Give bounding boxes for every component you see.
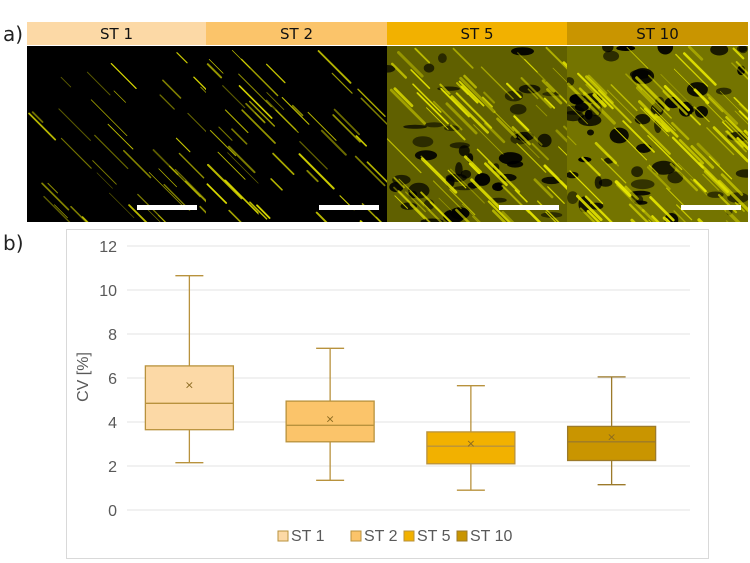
box-st1 xyxy=(144,365,235,431)
scale-bar xyxy=(137,205,197,210)
mean-marker-st10: × xyxy=(607,430,616,443)
y-axis-label: CV [%] xyxy=(75,352,92,402)
y-tick-label: 10 xyxy=(99,283,117,300)
legend-label-st2: ST 2 xyxy=(364,528,398,545)
legend-swatch-st2 xyxy=(350,530,362,542)
box-st2 xyxy=(285,400,375,443)
scale-bar xyxy=(319,205,379,210)
tab-st5: ST 5 xyxy=(387,22,567,45)
y-tick-label: 8 xyxy=(108,327,117,344)
panel-b-label: b) xyxy=(3,231,24,255)
scale-bar xyxy=(681,205,741,210)
micrograph-st10-texture xyxy=(567,46,748,222)
y-tick-label: 12 xyxy=(99,239,117,256)
micrograph-st1-texture xyxy=(28,52,206,222)
box-st5 xyxy=(426,431,516,465)
y-tick-label: 0 xyxy=(108,503,117,520)
micrograph-st2-texture xyxy=(206,50,387,222)
boxplot-frame xyxy=(66,229,709,559)
micrograph-st2 xyxy=(206,46,387,222)
legend-swatch-st5 xyxy=(403,530,415,542)
tab-st10-label: ST 10 xyxy=(636,24,679,43)
micrograph-st5 xyxy=(387,46,567,222)
legend-swatch-st10 xyxy=(456,530,468,542)
legend-label-st1: ST 1 xyxy=(291,528,325,545)
tab-st2: ST 2 xyxy=(206,22,387,45)
y-tick-label: 4 xyxy=(108,415,117,432)
legend-label-st5: ST 5 xyxy=(417,528,451,545)
mean-marker-st1: × xyxy=(185,379,194,392)
y-tick-label: 2 xyxy=(108,459,117,476)
tab-st1-label: ST 1 xyxy=(100,24,133,43)
micrograph-st1 xyxy=(27,46,206,222)
legend-label-st10: ST 10 xyxy=(470,528,513,545)
panel-a-label: a) xyxy=(3,22,24,46)
tab-st5-label: ST 5 xyxy=(460,24,494,43)
mean-marker-st5: × xyxy=(466,437,475,450)
tab-st1: ST 1 xyxy=(27,22,206,45)
tab-st2-label: ST 2 xyxy=(280,24,313,43)
micrograph-st10 xyxy=(567,46,748,222)
y-tick-label: 6 xyxy=(108,371,117,388)
micrograph-st5-texture xyxy=(387,46,567,222)
tab-st10: ST 10 xyxy=(567,22,748,45)
scale-bar xyxy=(499,205,559,210)
legend-swatch-st1 xyxy=(277,530,289,542)
box-st10 xyxy=(566,425,657,462)
mean-marker-st2: × xyxy=(326,413,335,426)
